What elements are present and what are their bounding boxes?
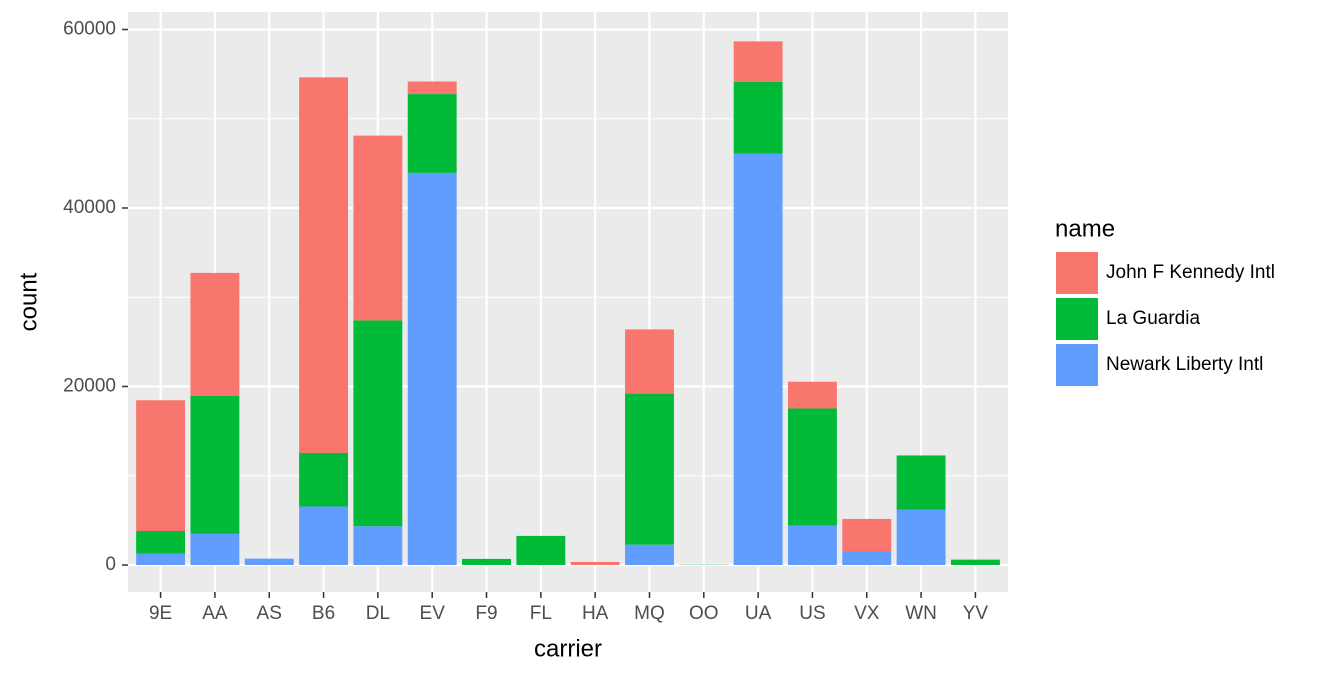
x-tick-label: HA [582,603,609,624]
bar-segment [353,320,402,526]
x-tick-label: EV [420,603,446,624]
bar-segment [190,273,239,396]
x-tick-label: YV [963,603,989,624]
bar-segment [353,526,402,565]
bar-segment [136,554,185,565]
x-tick-label: WN [905,603,937,624]
x-tick-label: VX [854,603,880,624]
y-tick-label: 0 [105,554,116,575]
x-tick-label: OO [689,603,719,624]
legend-key [1056,298,1098,340]
x-tick-label: MQ [634,603,665,624]
panel [128,12,1008,592]
bar-segment [734,154,783,565]
bar-segment [136,531,185,554]
bar-segment [190,534,239,565]
bar-segment [842,519,891,551]
bar-segment [897,455,946,509]
x-tick-label: US [799,603,825,624]
bar-segment [788,382,837,409]
legend-title: name [1055,215,1115,242]
bar-segment [299,506,348,565]
y-tick-label: 40000 [63,197,116,218]
bar-segment [625,394,674,545]
legend-label: John F Kennedy Intl [1106,262,1275,283]
legend-label: Newark Liberty Intl [1106,354,1263,375]
bar-segment [408,82,457,95]
bar-segment [625,545,674,565]
bar-segment [299,453,348,507]
bar-segment [951,560,1000,565]
bar-segment [136,400,185,531]
bar-segment [516,536,565,565]
bar-segment [353,136,402,321]
bar-segment [734,82,783,154]
legend-key [1056,344,1098,386]
bar-segment [571,562,620,565]
x-tick-label: 9E [149,603,172,624]
y-tick-label: 60000 [63,19,116,40]
bar-segment [842,551,891,565]
x-tick-label: DL [366,603,390,624]
bar-segment [190,396,239,534]
x-tick-label: B6 [312,603,335,624]
bar-segment [462,559,511,565]
bar-segment [245,559,294,565]
bar-segment [788,408,837,525]
legend-key [1056,252,1098,294]
bar-segment [299,77,348,453]
bar-segment [734,41,783,81]
bar-segment [788,526,837,565]
y-tick-label: 20000 [63,376,116,397]
x-tick-label: F9 [475,603,497,624]
bar-segment [897,510,946,565]
x-tick-label: FL [530,603,552,624]
x-tick-label: AA [202,603,228,624]
bar-segment [408,173,457,565]
bar-segment [625,329,674,393]
x-axis-title: carrier [534,635,602,662]
x-tick-label: AS [257,603,282,624]
bar-segment [408,94,457,173]
legend-label: La Guardia [1106,308,1200,329]
y-axis-title: count [15,272,42,331]
x-tick-label: UA [745,603,772,624]
